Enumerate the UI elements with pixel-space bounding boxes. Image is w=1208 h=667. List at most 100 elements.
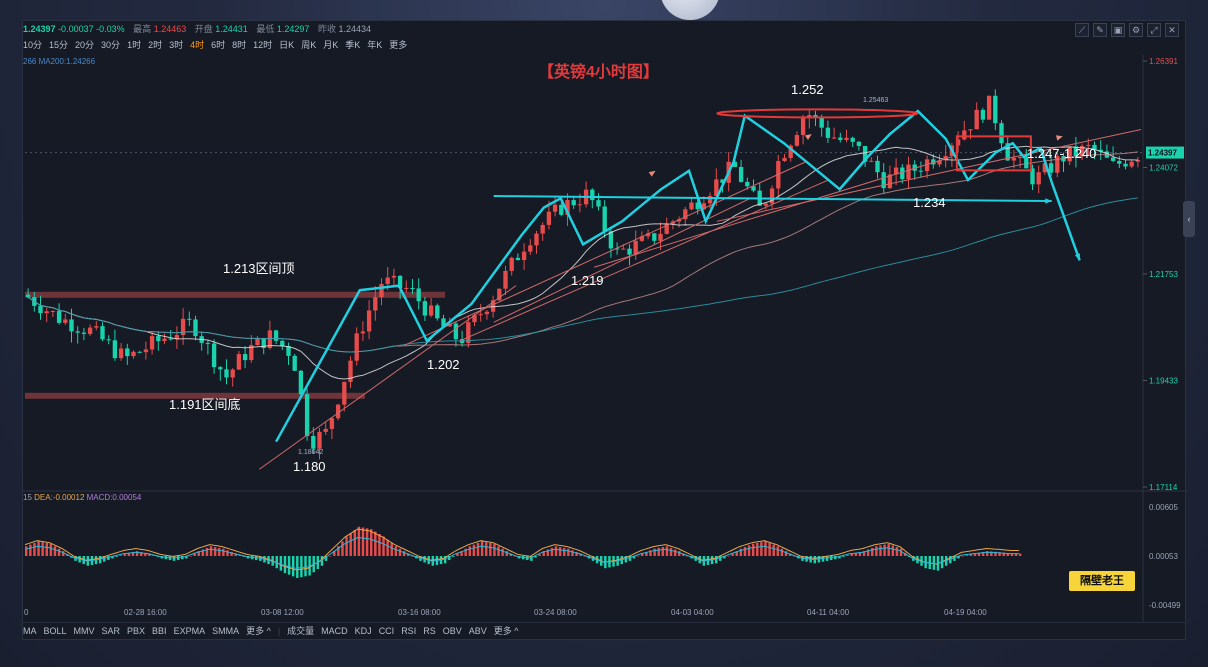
macd-tick-1: 0.00053	[1149, 552, 1178, 561]
macd-bar	[230, 551, 233, 556]
candle-body	[298, 370, 304, 395]
macd-bar	[645, 551, 648, 556]
main-indicator-7[interactable]: SMMA	[212, 626, 240, 636]
x-tick-2: 03-16 08:00	[398, 608, 441, 617]
main-indicator-2[interactable]: MMV	[73, 626, 95, 636]
collapse-handle[interactable]: ‹	[1183, 201, 1195, 237]
annotation-2: 1.247-1.240	[1027, 146, 1096, 161]
price-chart[interactable]: 1.26391 1.24072 1.21753 1.19433 1.17114 1.243…	[23, 21, 1187, 641]
open-label: 开盘	[194, 24, 213, 34]
period-tab-5[interactable]: 2时	[148, 40, 163, 50]
macd-bar	[546, 549, 550, 556]
candle-body	[1024, 157, 1029, 169]
macd-bar	[981, 551, 985, 556]
macd-bar	[238, 555, 242, 556]
macd-bar	[727, 556, 730, 557]
period-tab-0[interactable]: 10分	[23, 40, 43, 50]
macd-bar	[131, 551, 135, 556]
sub-indicator-1[interactable]: MACD	[321, 626, 348, 636]
macd-bar	[1002, 552, 1005, 556]
candle-body	[738, 166, 744, 182]
ma-white-line	[27, 145, 1138, 380]
macd-bar	[899, 548, 903, 556]
candle-body	[75, 331, 80, 333]
sub-indicator-0[interactable]: 成交量	[287, 626, 315, 636]
period-tab-7[interactable]: 4时	[190, 40, 205, 50]
expand-icon[interactable]: ⤢	[1147, 23, 1161, 37]
main-indicator-3[interactable]: SAR	[101, 626, 121, 636]
annotation-8: 1.18042	[298, 449, 323, 456]
sub-indicator-3[interactable]: CCI	[378, 626, 395, 636]
macd-bar	[505, 551, 508, 556]
period-tab-9[interactable]: 8时	[232, 40, 247, 50]
period-tab-6[interactable]: 3时	[169, 40, 184, 50]
sub-indicator-7[interactable]: ABV	[468, 626, 487, 636]
macd-bar	[25, 546, 28, 556]
period-tab-10[interactable]: 12时	[253, 40, 273, 50]
sub-indicator-2[interactable]: KDJ	[354, 626, 372, 636]
sub-indicator-8[interactable]: 更多 ^	[493, 626, 519, 636]
candle-body	[652, 233, 657, 241]
macd-bar	[234, 553, 237, 556]
candle-body	[1005, 143, 1010, 161]
macd-bar	[665, 546, 669, 556]
candle-body	[565, 200, 570, 215]
macd-bar	[489, 542, 492, 556]
period-tab-13[interactable]: 月K	[323, 40, 339, 50]
macd-bar	[304, 556, 307, 577]
macd-bar	[829, 556, 833, 561]
sub-indicator-4[interactable]: RSI	[401, 626, 417, 636]
candle-body	[745, 181, 750, 187]
candle-body	[788, 145, 793, 158]
settings-icon[interactable]: ⚙	[1129, 23, 1143, 37]
candle-body	[1030, 168, 1035, 185]
background-moon	[660, 0, 720, 20]
macd-bar	[472, 544, 476, 556]
macd-bar	[61, 551, 65, 556]
candle-body	[317, 431, 322, 449]
period-tab-1[interactable]: 15分	[49, 40, 69, 50]
macd-bar	[341, 541, 344, 556]
pencil-icon[interactable]: ✎	[1093, 23, 1107, 37]
period-tab-14[interactable]: 季K	[345, 40, 361, 50]
main-indicator-0[interactable]: MA	[23, 626, 37, 636]
trend-line-5	[716, 128, 1142, 222]
macd-bar	[115, 556, 118, 557]
candle-body	[689, 202, 694, 210]
sub-indicator-5[interactable]: RS	[423, 626, 436, 636]
macd-bar	[1014, 553, 1018, 556]
main-indicator-8[interactable]: 更多 ^	[246, 626, 271, 636]
camera-icon[interactable]: ▣	[1111, 23, 1125, 37]
top-ellipse	[716, 108, 919, 119]
macd-bar	[209, 546, 213, 556]
period-tab-3[interactable]: 30分	[101, 40, 121, 50]
period-tab-2[interactable]: 20分	[75, 40, 95, 50]
y-tick-label-0: 1.26391	[1149, 57, 1178, 66]
period-tab-8[interactable]: 6时	[211, 40, 226, 50]
close-icon[interactable]: ✕	[1165, 23, 1179, 37]
zone-band-1	[25, 392, 365, 399]
period-tab-12[interactable]: 周K	[301, 40, 317, 50]
main-indicator-1[interactable]: BOLL	[43, 626, 67, 636]
period-tab-11[interactable]: 日K	[279, 40, 295, 50]
period-tab-15[interactable]: 年K	[367, 40, 383, 50]
macd-bar	[279, 556, 283, 571]
period-tab-16[interactable]: 更多	[389, 40, 408, 50]
draw-line-icon[interactable]: ⟋	[1075, 23, 1089, 37]
annotation-0: 1.252	[791, 82, 824, 97]
candle-body	[224, 369, 229, 378]
macd-bar	[723, 556, 726, 559]
macd-bar	[45, 542, 48, 556]
main-indicator-4[interactable]: PBX	[127, 626, 146, 636]
candle-body	[503, 270, 508, 289]
macd-bar	[756, 542, 759, 556]
macd-bar	[374, 531, 377, 556]
candle-body	[962, 130, 967, 140]
main-indicator-6[interactable]: EXPMA	[173, 626, 206, 636]
main-indicator-5[interactable]: BBI	[152, 626, 167, 636]
candle-body	[813, 115, 818, 118]
period-tab-4[interactable]: 1时	[127, 40, 142, 50]
macd-bar	[402, 551, 406, 556]
sub-indicator-6[interactable]: OBV	[442, 626, 462, 636]
macd-bar	[226, 550, 229, 556]
